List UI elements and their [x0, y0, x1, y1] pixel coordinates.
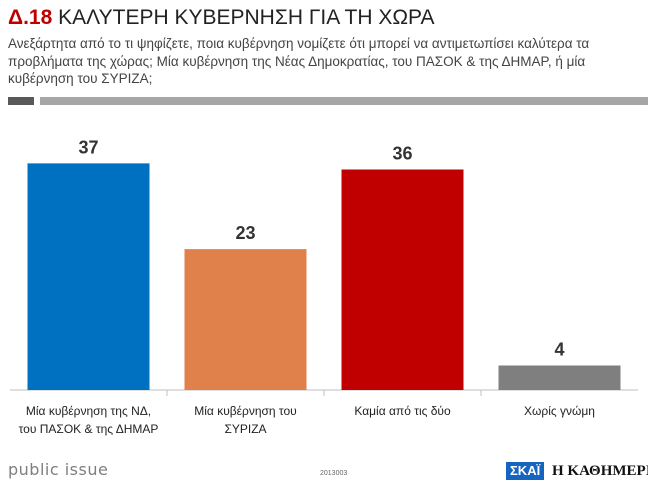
brand-logo: public issue — [8, 460, 109, 479]
x-tick-label: Χωρίς γνώμη — [524, 404, 595, 418]
data-label: 23 — [235, 223, 255, 243]
bar — [498, 365, 621, 390]
data-label: 36 — [392, 144, 412, 164]
bar — [184, 249, 307, 390]
divider-dark — [8, 97, 34, 105]
x-tick-label: Καμία από τις δύο — [354, 404, 451, 418]
skai-logo: ΣΚΑΪ — [506, 462, 545, 480]
bar — [27, 163, 150, 390]
title-text: ΚΑΛΥΤΕΡΗ ΚΥΒΕΡΝΗΣΗ ΓΙΑ ΤΗ ΧΩΡΑ — [58, 6, 435, 29]
divider-light — [40, 97, 648, 105]
question-text: Ανεξάρτητα από το τι ψηφίζετε, ποια κυβέ… — [8, 36, 590, 86]
page-title: Δ.18 ΚΑΛΥΤΕΡΗ ΚΥΒΕΡΝΗΣΗ ΓΙΑ ΤΗ ΧΩΡΑ — [8, 6, 435, 30]
kathimerini-logo: Η ΚΑΘΗΜΕΡΙΝΗ — [552, 463, 648, 479]
x-tick-label: Μία κυβέρνηση του ΣΥΡΙΖΑ — [194, 404, 296, 436]
bar — [341, 169, 464, 390]
question-code: Δ.18 — [8, 6, 53, 29]
x-tick-label: Μία κυβέρνηση της ΝΔ, του ΠΑΣΟΚ & της ΔΗΜ… — [19, 404, 159, 436]
survey-code: 2013003 — [320, 470, 348, 477]
data-label: 37 — [78, 137, 98, 157]
data-label: 4 — [554, 340, 564, 360]
